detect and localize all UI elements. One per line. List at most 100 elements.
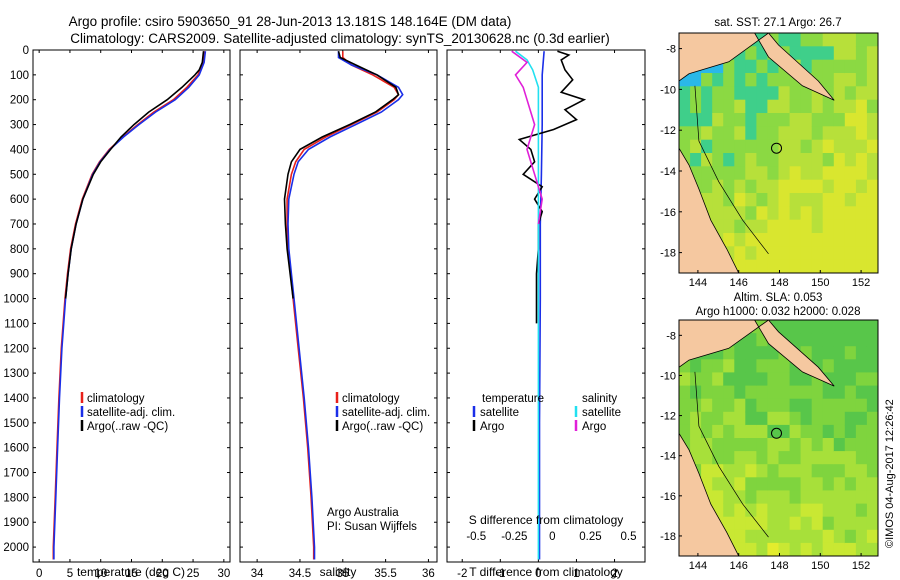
- map-cell: [800, 464, 813, 478]
- map-cell: [734, 126, 746, 141]
- map-cell: [745, 99, 757, 114]
- map-cell: [767, 99, 779, 114]
- map-cell: [734, 424, 746, 439]
- map-cell: [855, 359, 868, 373]
- x-tick-label: -1: [495, 568, 505, 580]
- map-cell: [789, 259, 802, 273]
- map-cell: [789, 464, 802, 478]
- x-tick-label: 15: [125, 568, 138, 580]
- map-cell: [734, 464, 746, 478]
- map-cell: [723, 503, 735, 518]
- map-cell: [734, 166, 746, 181]
- map-cell: [690, 359, 702, 373]
- map-x-tick-label: 148: [770, 560, 788, 572]
- map-cell: [734, 153, 746, 167]
- map-cell: [723, 139, 735, 154]
- y-tick-label: 0: [23, 45, 29, 57]
- sst-map-title: sat. SST: 27.1 Argo: 26.7: [714, 17, 841, 29]
- map-cell: [734, 477, 746, 491]
- map-cell: [822, 246, 835, 261]
- map-cell: [690, 99, 702, 114]
- map-cell: [822, 385, 835, 400]
- map-cell: [723, 398, 735, 413]
- map-cell: [690, 139, 702, 154]
- map-cell: [756, 233, 768, 247]
- map-cell: [756, 59, 768, 74]
- map-cell: [822, 529, 835, 544]
- map-cell: [756, 503, 768, 518]
- legend-label: climatology: [342, 393, 400, 405]
- map-cell: [712, 411, 724, 426]
- map-cell: [811, 99, 824, 114]
- map-cell: [866, 46, 878, 61]
- map-cell: [734, 99, 746, 114]
- map-cell: [833, 490, 846, 504]
- map-cell: [833, 246, 846, 261]
- map-cell: [712, 490, 724, 504]
- map-y-tick-label: -12: [660, 411, 676, 423]
- map-cell: [745, 359, 757, 373]
- map-cell: [789, 139, 802, 154]
- map-cell: [778, 438, 791, 452]
- map-cell: [855, 259, 868, 273]
- map-cell: [778, 139, 791, 154]
- map-cell: [800, 372, 813, 386]
- map-cell: [811, 113, 824, 127]
- map-cell: [866, 464, 878, 478]
- map-cell: [778, 179, 791, 194]
- map-cell: [734, 193, 746, 207]
- map-cell: [811, 86, 824, 101]
- map-cell: [701, 73, 713, 87]
- map-y-tick-label: -14: [660, 451, 676, 463]
- map-cell: [679, 398, 691, 413]
- map-cell: [767, 424, 779, 439]
- map-cell: [767, 259, 779, 273]
- map-cell: [745, 233, 757, 247]
- map-cell: [855, 333, 868, 347]
- map-cell: [844, 542, 857, 556]
- map-cell: [734, 219, 746, 234]
- map-cell: [756, 46, 768, 61]
- map-cell: [844, 398, 857, 413]
- series-group: [511, 50, 587, 560]
- map-cell: [756, 490, 768, 504]
- map-cell: [844, 451, 857, 465]
- map-cell: [745, 516, 757, 531]
- map-cell: [712, 166, 724, 181]
- map-cell: [844, 86, 857, 101]
- map-cell: [767, 516, 779, 531]
- y-tick-label: 100: [10, 70, 29, 82]
- map-cell: [734, 516, 746, 531]
- map-cell: [756, 219, 768, 234]
- map-cell: [866, 126, 878, 141]
- map-cell: [866, 359, 878, 373]
- map-cell: [822, 46, 835, 61]
- map-cell: [822, 503, 835, 518]
- map-cell: [822, 359, 835, 373]
- map-cell: [855, 424, 868, 439]
- map-cell: [789, 46, 802, 61]
- map-cell: [822, 99, 835, 114]
- map-cell: [833, 424, 846, 439]
- map-cell: [723, 206, 735, 221]
- map-cell: [866, 86, 878, 101]
- map-cell: [866, 113, 878, 127]
- map-cell: [866, 385, 878, 400]
- map-cell: [811, 529, 824, 544]
- map-cell: [833, 33, 846, 47]
- map-cell: [833, 477, 846, 491]
- map-cell: [723, 99, 735, 114]
- map-cell: [855, 542, 868, 556]
- series-line-black: [517, 50, 587, 324]
- map-cell: [811, 126, 824, 141]
- y-tick-label: 1800: [3, 492, 29, 504]
- map-cell: [778, 153, 791, 167]
- map-cell: [811, 346, 824, 360]
- y-tick-label: 500: [10, 169, 29, 181]
- map-x-tick-label: 144: [689, 560, 707, 572]
- map-cell: [690, 385, 702, 400]
- map-cell: [866, 438, 878, 452]
- map-cell: [844, 113, 857, 127]
- map-cell: [811, 490, 824, 504]
- series-group: [52, 51, 207, 560]
